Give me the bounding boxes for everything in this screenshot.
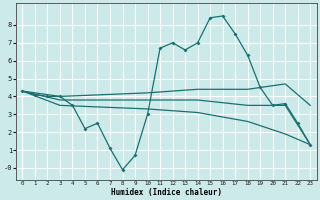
X-axis label: Humidex (Indice chaleur): Humidex (Indice chaleur) xyxy=(111,188,222,197)
